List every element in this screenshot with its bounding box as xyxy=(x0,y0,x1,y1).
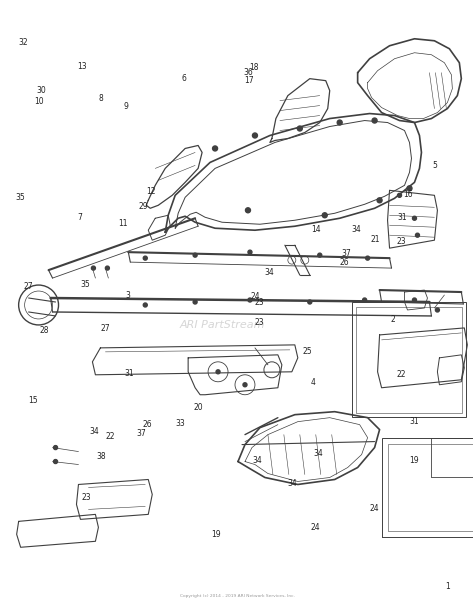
Text: 7: 7 xyxy=(78,213,82,222)
Circle shape xyxy=(91,266,95,270)
Text: 13: 13 xyxy=(77,62,87,71)
Text: 22: 22 xyxy=(397,370,406,379)
Text: 30: 30 xyxy=(36,86,46,95)
Circle shape xyxy=(216,370,220,374)
Circle shape xyxy=(248,298,252,302)
Text: 24: 24 xyxy=(310,523,320,532)
Circle shape xyxy=(372,118,377,123)
Text: 34: 34 xyxy=(351,225,361,234)
Text: 27: 27 xyxy=(23,282,33,291)
Text: 37: 37 xyxy=(342,249,352,259)
Text: 6: 6 xyxy=(182,74,186,83)
Text: 29: 29 xyxy=(138,202,148,211)
Text: 23: 23 xyxy=(397,237,406,246)
Text: 21: 21 xyxy=(370,236,380,245)
Bar xyxy=(382,438,474,537)
Text: 22: 22 xyxy=(106,432,115,441)
Text: 11: 11 xyxy=(118,219,128,228)
Text: 19: 19 xyxy=(410,456,419,466)
Circle shape xyxy=(253,133,257,138)
Circle shape xyxy=(54,446,57,450)
Circle shape xyxy=(407,186,412,191)
Text: 34: 34 xyxy=(90,427,99,436)
Text: 36: 36 xyxy=(244,68,253,77)
Circle shape xyxy=(398,193,401,197)
Text: 35: 35 xyxy=(80,280,90,289)
Circle shape xyxy=(377,198,382,203)
Text: ARI PartStream: ARI PartStream xyxy=(180,320,265,330)
Text: 34: 34 xyxy=(264,268,274,277)
Circle shape xyxy=(193,300,197,304)
Text: 33: 33 xyxy=(175,419,185,428)
Text: 23: 23 xyxy=(255,318,264,327)
Circle shape xyxy=(243,383,247,387)
Text: 34: 34 xyxy=(313,449,323,458)
Circle shape xyxy=(363,298,366,302)
Text: 1: 1 xyxy=(445,582,450,591)
Text: 19: 19 xyxy=(211,530,220,539)
Text: 25: 25 xyxy=(302,347,312,356)
Circle shape xyxy=(308,300,312,304)
Text: 3: 3 xyxy=(126,291,131,300)
Text: 12: 12 xyxy=(146,187,156,196)
Text: 5: 5 xyxy=(432,161,437,170)
Circle shape xyxy=(246,208,250,213)
Text: 18: 18 xyxy=(249,63,259,72)
Circle shape xyxy=(143,256,147,260)
Circle shape xyxy=(412,216,417,220)
Bar xyxy=(431,438,474,478)
Bar xyxy=(388,444,474,531)
Text: 31: 31 xyxy=(410,417,419,426)
Text: 31: 31 xyxy=(398,213,407,222)
Text: 23: 23 xyxy=(255,298,264,307)
Text: 38: 38 xyxy=(96,452,106,461)
Text: 28: 28 xyxy=(39,326,49,335)
Text: 26: 26 xyxy=(142,420,152,429)
Text: 8: 8 xyxy=(99,95,103,103)
Circle shape xyxy=(54,459,57,464)
Text: 9: 9 xyxy=(124,103,129,111)
Circle shape xyxy=(105,266,109,270)
Text: 37: 37 xyxy=(137,429,146,438)
Circle shape xyxy=(365,256,370,260)
Text: 14: 14 xyxy=(311,225,321,234)
Text: 2: 2 xyxy=(391,316,395,324)
Text: 34: 34 xyxy=(288,480,298,489)
Text: 16: 16 xyxy=(403,190,413,199)
Text: 34: 34 xyxy=(252,456,262,466)
Circle shape xyxy=(436,308,439,312)
Circle shape xyxy=(143,303,147,307)
Text: Copyright (c) 2014 - 2019 ARI Network Services, Inc.: Copyright (c) 2014 - 2019 ARI Network Se… xyxy=(180,594,294,598)
Circle shape xyxy=(297,126,302,131)
Text: 10: 10 xyxy=(35,98,44,106)
Text: 23: 23 xyxy=(82,493,91,501)
Text: 24: 24 xyxy=(250,292,260,300)
Circle shape xyxy=(337,120,342,125)
Circle shape xyxy=(322,213,327,218)
Circle shape xyxy=(412,298,417,302)
Circle shape xyxy=(212,146,218,151)
Circle shape xyxy=(193,253,197,257)
Text: 15: 15 xyxy=(28,396,37,405)
Text: 35: 35 xyxy=(16,193,26,202)
Text: 4: 4 xyxy=(310,378,315,387)
Text: 31: 31 xyxy=(125,368,134,378)
Text: 20: 20 xyxy=(193,403,203,412)
Bar xyxy=(356,307,462,413)
Circle shape xyxy=(318,253,322,257)
Text: 17: 17 xyxy=(245,76,254,85)
Text: 26: 26 xyxy=(340,258,349,267)
Text: 24: 24 xyxy=(369,504,379,512)
Bar xyxy=(352,302,466,416)
Text: 32: 32 xyxy=(18,38,28,47)
Circle shape xyxy=(248,250,252,254)
Text: 27: 27 xyxy=(101,324,110,333)
Circle shape xyxy=(416,233,419,237)
